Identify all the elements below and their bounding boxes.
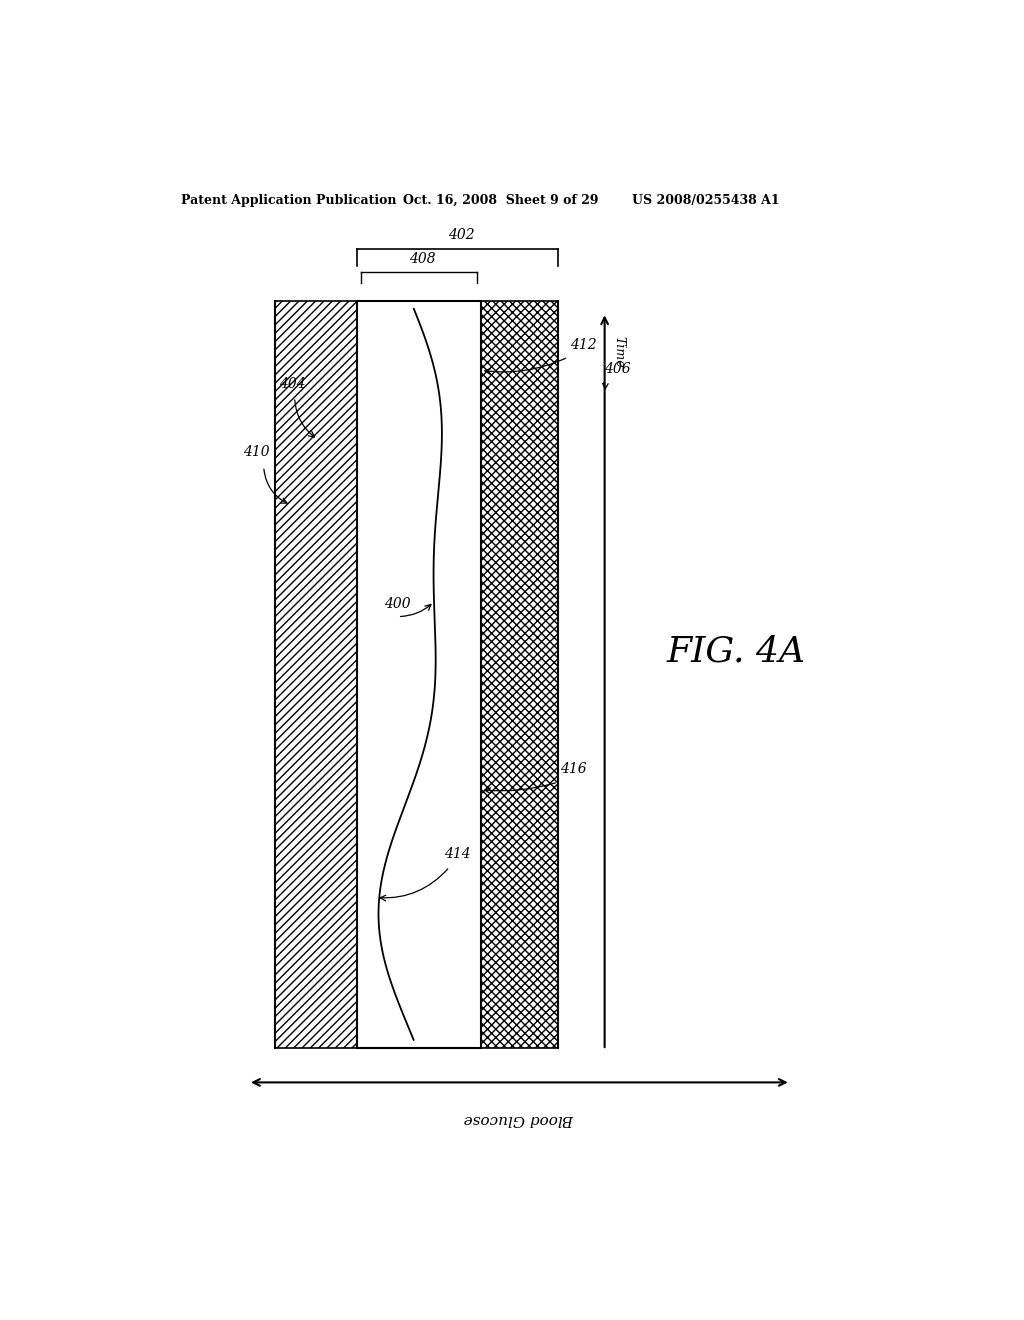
Text: Blood Glucose: Blood Glucose [464,1111,574,1126]
Text: 410: 410 [243,445,269,459]
Text: Oct. 16, 2008  Sheet 9 of 29: Oct. 16, 2008 Sheet 9 of 29 [403,194,599,207]
Text: 402: 402 [447,227,474,242]
Text: 408: 408 [410,252,436,267]
Text: Time: Time [612,335,626,367]
Text: 412: 412 [569,338,596,352]
Bar [275,301,356,1048]
Text: 416: 416 [560,762,587,776]
Text: FIG. 4A: FIG. 4A [667,634,806,668]
Bar [480,301,558,1048]
Bar [356,301,480,1048]
Text: 400: 400 [384,597,411,611]
Text: Patent Application Publication: Patent Application Publication [180,194,396,207]
Text: US 2008/0255438 A1: US 2008/0255438 A1 [632,194,779,207]
Text: 404: 404 [280,378,306,391]
Text: 414: 414 [444,846,471,861]
Text: 406: 406 [604,362,631,376]
